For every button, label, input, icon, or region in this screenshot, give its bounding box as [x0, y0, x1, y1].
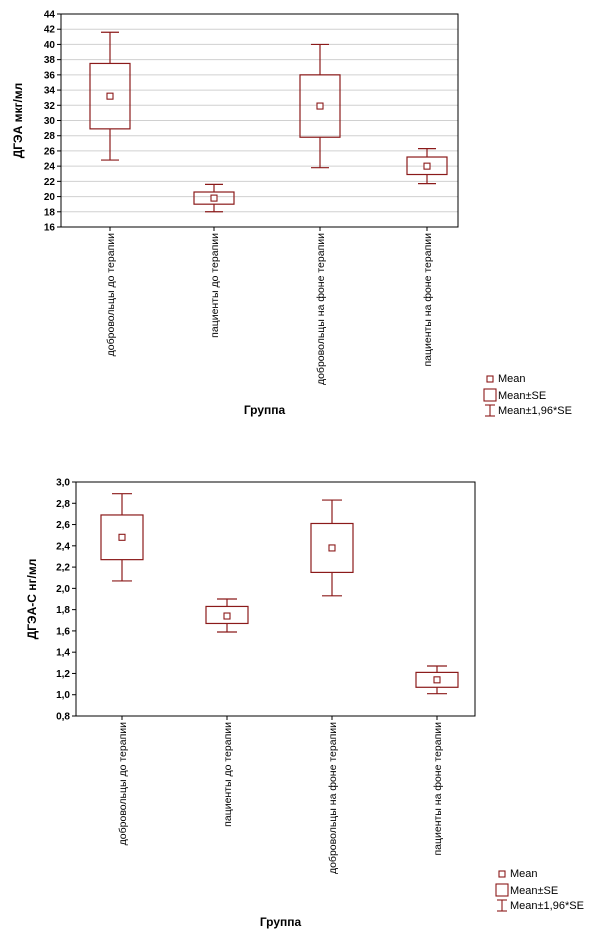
- legend-label: Mean: [498, 373, 526, 385]
- chart-dhea-s: 0,8 1,0 1,2 1,4 1,6 1,8 2,0 2,2 2,4 2,6 2,8 3,0 добр…: [0, 470, 607, 937]
- se-box: [193, 191, 235, 205]
- y-tick-label: 40: [44, 40, 56, 51]
- se-box: [205, 605, 249, 625]
- legend-label: Mean±1,96*SE: [510, 900, 584, 912]
- mean-marker: [223, 612, 231, 620]
- legend-se-symbol: [483, 388, 497, 402]
- category-label: добровольцы на фоне терапии: [327, 722, 339, 874]
- legend-label: Mean±1,96*SE: [498, 405, 572, 417]
- y-tick-label: 22: [44, 177, 56, 188]
- y-tick-label: 42: [44, 25, 56, 36]
- plot-frame: [75, 481, 476, 717]
- legend-label: Mean: [510, 868, 538, 880]
- mean-marker: [106, 92, 114, 100]
- category-label: добровольцы до терапии: [117, 722, 129, 845]
- mean-marker: [328, 544, 336, 552]
- se-box: [310, 522, 354, 574]
- y-axis-label: ДГЭА мкг/мл: [11, 83, 25, 159]
- y-tick-label: 2,6: [56, 520, 70, 531]
- y-tick-label: 18: [44, 207, 56, 218]
- y-axis-label: ДГЭА-С нг/мл: [25, 559, 39, 640]
- y-tick-label: 1,8: [56, 605, 70, 616]
- legend-mean-symbol: [498, 870, 506, 878]
- chart-dhea: 16 18 20 22 24 26 28 30 32 34 36 38 40 42 44 добровольц…: [11, 10, 572, 418]
- mean-marker: [433, 676, 441, 684]
- y-tick-label: 2,8: [56, 499, 70, 510]
- legend-label: Mean±SE: [510, 885, 558, 897]
- legend: Mean Mean±SE Mean±1,96*SE: [495, 868, 584, 912]
- mean-marker: [210, 194, 218, 202]
- legend: Mean Mean±SE Mean±1,96*SE: [483, 373, 572, 417]
- legend-label: Mean±SE: [498, 390, 546, 402]
- mean-marker: [316, 102, 324, 110]
- mean-marker: [118, 533, 126, 541]
- y-tick-label: 2,2: [56, 563, 70, 574]
- se-box: [406, 156, 448, 176]
- y-tick-label: 32: [44, 101, 56, 112]
- chart-dhea-s-svg: 0,8 1,0 1,2 1,4 1,6 1,8 2,0 2,2 2,4 2,6 2,8 3,0 добр…: [25, 478, 584, 930]
- category-label: пациенты на фоне терапии: [432, 722, 444, 856]
- y-tick-label: 2,4: [56, 541, 70, 552]
- y-tick-label: 1,0: [56, 690, 70, 701]
- chart-dhea-svg: 16 18 20 22 24 26 28 30 32 34 36 38 40 42 44 добровольц…: [11, 10, 572, 418]
- mean-marker: [423, 162, 431, 170]
- y-tick-label: 0,8: [56, 712, 70, 723]
- legend-se-symbol: [495, 883, 509, 897]
- se-box: [89, 62, 131, 130]
- y-tick-label: 34: [44, 86, 56, 97]
- y-tick-label: 44: [44, 10, 56, 21]
- se-box: [299, 74, 341, 138]
- se-box: [415, 671, 459, 688]
- y-tick-label: 36: [44, 70, 56, 81]
- category-label: пациенты на фоне терапии: [422, 233, 434, 367]
- y-tick-label: 20: [44, 192, 56, 203]
- y-tick-label: 1,6: [56, 626, 70, 637]
- y-tick-label: 38: [44, 55, 56, 66]
- y-tick-label: 16: [44, 223, 56, 234]
- category-label: добровольцы на фоне терапии: [315, 233, 327, 385]
- category-label: добровольцы до терапии: [105, 233, 117, 356]
- y-tick-label: 1,2: [56, 669, 70, 680]
- x-axis-label: Группа: [260, 915, 302, 929]
- se-box: [100, 514, 144, 561]
- y-tick-label: 1,4: [56, 648, 70, 659]
- y-tick-label: 28: [44, 131, 56, 142]
- y-tick-label: 3,0: [56, 478, 70, 489]
- x-axis-label: Группа: [244, 403, 286, 417]
- category-label: пациенты до терапии: [209, 233, 221, 338]
- legend-mean-symbol: [486, 375, 494, 383]
- y-tick-label: 2,0: [56, 584, 70, 595]
- y-tick-label: 26: [44, 146, 56, 157]
- y-tick-label: 30: [44, 116, 56, 127]
- y-tick-label: 24: [44, 162, 56, 173]
- category-label: пациенты до терапии: [222, 722, 234, 827]
